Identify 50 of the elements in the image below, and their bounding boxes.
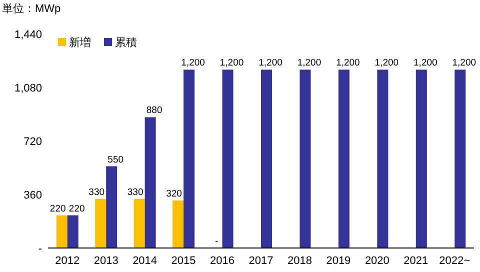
legend-label: 累積 xyxy=(115,37,137,49)
y-tick-label: 1,080 xyxy=(14,82,42,94)
x-tick-label: 2013 xyxy=(94,255,118,267)
data-label: 1,200 xyxy=(181,58,205,69)
data-label: 220 xyxy=(50,203,66,214)
x-tick-label: 2016 xyxy=(210,255,235,267)
bar xyxy=(416,70,427,248)
data-label: 1,200 xyxy=(452,58,476,69)
x-tick-label: 2015 xyxy=(171,255,196,267)
y-tick-label: 360 xyxy=(24,190,42,202)
bar xyxy=(338,70,350,248)
x-tick-label: 2012 xyxy=(55,255,80,267)
data-label: - xyxy=(215,236,218,247)
bar xyxy=(67,215,78,248)
y-tick-label: 720 xyxy=(24,136,42,148)
data-label: 1,200 xyxy=(220,58,244,69)
bar xyxy=(144,117,156,248)
bar xyxy=(56,215,68,248)
bar xyxy=(454,70,466,248)
bar xyxy=(95,198,106,248)
bar xyxy=(106,166,118,248)
x-tick-label: 2018 xyxy=(287,255,312,267)
data-label: 320 xyxy=(166,188,182,200)
data-label: 1,200 xyxy=(297,58,322,69)
data-label: 1,200 xyxy=(336,58,360,69)
data-label: 1,200 xyxy=(414,58,438,69)
bar xyxy=(172,200,184,248)
data-label: 330 xyxy=(127,186,144,198)
legend-label: 新増 xyxy=(69,36,91,49)
bar xyxy=(377,70,388,248)
bar xyxy=(222,70,234,248)
data-label: 1,200 xyxy=(374,58,399,69)
text: 単位：MWp xyxy=(2,3,61,15)
x-tick-label: 2022~ xyxy=(439,255,470,267)
y-tick-label: 1,440 xyxy=(14,29,42,41)
x-tick-label: 2014 xyxy=(132,255,158,267)
data-label: 880 xyxy=(146,105,162,116)
x-tick-label: 2017 xyxy=(248,255,274,267)
y-tick-label: - xyxy=(38,243,42,255)
bar xyxy=(184,70,195,248)
data-label: 1,200 xyxy=(258,58,282,69)
bar xyxy=(261,70,272,248)
bar xyxy=(300,70,311,248)
data-label: 330 xyxy=(88,186,105,198)
x-tick-label: 2021 xyxy=(404,255,428,267)
x-tick-label: 2020 xyxy=(364,255,390,267)
data-label: 220 xyxy=(68,203,85,214)
data-label: 550 xyxy=(108,154,124,166)
bar xyxy=(134,198,145,248)
x-tick-label: 2019 xyxy=(326,255,351,267)
